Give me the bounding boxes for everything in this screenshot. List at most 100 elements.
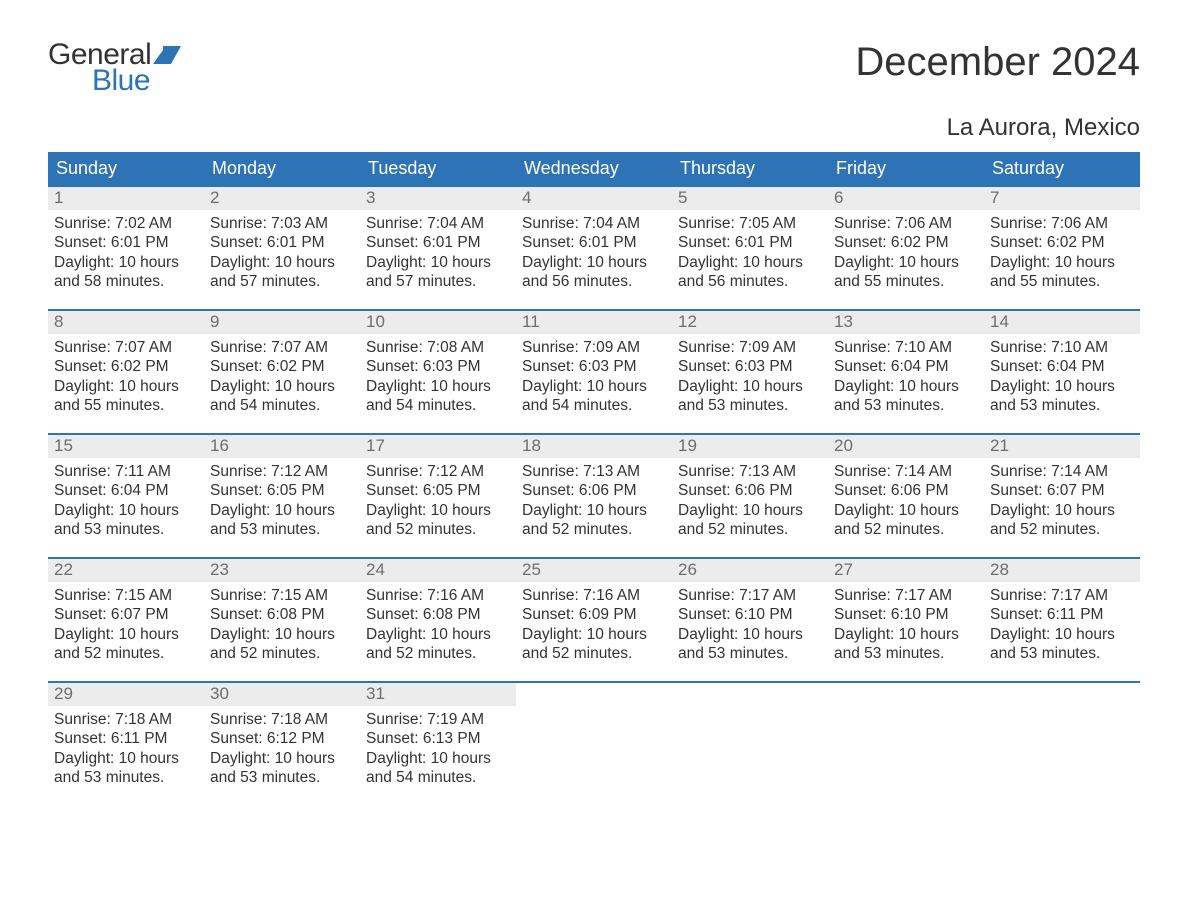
day-cell: 10Sunrise: 7:08 AMSunset: 6:03 PMDayligh…	[360, 311, 516, 433]
sunset-line: Sunset: 6:11 PM	[54, 729, 198, 748]
day-info: Sunrise: 7:14 AMSunset: 6:07 PMDaylight:…	[984, 458, 1140, 546]
day-cell: 24Sunrise: 7:16 AMSunset: 6:08 PMDayligh…	[360, 559, 516, 681]
sunset-line: Sunset: 6:01 PM	[366, 233, 510, 252]
day-number: 18	[516, 435, 672, 458]
day-cell: 14Sunrise: 7:10 AMSunset: 6:04 PMDayligh…	[984, 311, 1140, 433]
day-number: 11	[516, 311, 672, 334]
day-number: 1	[48, 187, 204, 210]
calendar: SundayMondayTuesdayWednesdayThursdayFrid…	[48, 152, 1140, 805]
day-number: 16	[204, 435, 360, 458]
day-cell: 20Sunrise: 7:14 AMSunset: 6:06 PMDayligh…	[828, 435, 984, 557]
daylight-line: Daylight: 10 hours and 55 minutes.	[834, 253, 978, 292]
logo-word2: Blue	[92, 66, 183, 96]
day-number: 8	[48, 311, 204, 334]
day-info: Sunrise: 7:13 AMSunset: 6:06 PMDaylight:…	[516, 458, 672, 546]
day-number: 7	[984, 187, 1140, 210]
day-cell: 29Sunrise: 7:18 AMSunset: 6:11 PMDayligh…	[48, 683, 204, 805]
day-info: Sunrise: 7:15 AMSunset: 6:08 PMDaylight:…	[204, 582, 360, 670]
day-number: 2	[204, 187, 360, 210]
sunset-line: Sunset: 6:02 PM	[990, 233, 1134, 252]
week-row: 15Sunrise: 7:11 AMSunset: 6:04 PMDayligh…	[48, 433, 1140, 557]
sunset-line: Sunset: 6:10 PM	[678, 605, 822, 624]
daylight-line: Daylight: 10 hours and 52 minutes.	[366, 625, 510, 664]
sunrise-line: Sunrise: 7:14 AM	[834, 462, 978, 481]
day-info: Sunrise: 7:19 AMSunset: 6:13 PMDaylight:…	[360, 706, 516, 794]
day-info: Sunrise: 7:03 AMSunset: 6:01 PMDaylight:…	[204, 210, 360, 298]
day-info: Sunrise: 7:18 AMSunset: 6:11 PMDaylight:…	[48, 706, 204, 794]
sunrise-line: Sunrise: 7:15 AM	[210, 586, 354, 605]
sunrise-line: Sunrise: 7:16 AM	[366, 586, 510, 605]
day-cell: 9Sunrise: 7:07 AMSunset: 6:02 PMDaylight…	[204, 311, 360, 433]
weekday-saturday: Saturday	[984, 152, 1140, 185]
weekday-wednesday: Wednesday	[516, 152, 672, 185]
day-info: Sunrise: 7:12 AMSunset: 6:05 PMDaylight:…	[204, 458, 360, 546]
daylight-line: Daylight: 10 hours and 52 minutes.	[990, 501, 1134, 540]
sunset-line: Sunset: 6:08 PM	[210, 605, 354, 624]
day-cell: 25Sunrise: 7:16 AMSunset: 6:09 PMDayligh…	[516, 559, 672, 681]
day-cell: 16Sunrise: 7:12 AMSunset: 6:05 PMDayligh…	[204, 435, 360, 557]
sunset-line: Sunset: 6:02 PM	[210, 357, 354, 376]
sunset-line: Sunset: 6:06 PM	[678, 481, 822, 500]
day-cell: 12Sunrise: 7:09 AMSunset: 6:03 PMDayligh…	[672, 311, 828, 433]
sunset-line: Sunset: 6:02 PM	[834, 233, 978, 252]
day-info: Sunrise: 7:16 AMSunset: 6:08 PMDaylight:…	[360, 582, 516, 670]
sunrise-line: Sunrise: 7:09 AM	[678, 338, 822, 357]
day-info: Sunrise: 7:04 AMSunset: 6:01 PMDaylight:…	[360, 210, 516, 298]
day-info: Sunrise: 7:06 AMSunset: 6:02 PMDaylight:…	[984, 210, 1140, 298]
sunrise-line: Sunrise: 7:19 AM	[366, 710, 510, 729]
day-cell: 7Sunrise: 7:06 AMSunset: 6:02 PMDaylight…	[984, 187, 1140, 309]
header: General Blue December 2024	[48, 40, 1140, 96]
daylight-line: Daylight: 10 hours and 52 minutes.	[522, 501, 666, 540]
day-number: 26	[672, 559, 828, 582]
daylight-line: Daylight: 10 hours and 53 minutes.	[834, 625, 978, 664]
day-info: Sunrise: 7:05 AMSunset: 6:01 PMDaylight:…	[672, 210, 828, 298]
sunrise-line: Sunrise: 7:12 AM	[366, 462, 510, 481]
day-number: 3	[360, 187, 516, 210]
day-number: 9	[204, 311, 360, 334]
sunrise-line: Sunrise: 7:07 AM	[210, 338, 354, 357]
day-cell: 18Sunrise: 7:13 AMSunset: 6:06 PMDayligh…	[516, 435, 672, 557]
weekday-sunday: Sunday	[48, 152, 204, 185]
day-info: Sunrise: 7:16 AMSunset: 6:09 PMDaylight:…	[516, 582, 672, 670]
day-cell: 17Sunrise: 7:12 AMSunset: 6:05 PMDayligh…	[360, 435, 516, 557]
day-number: 4	[516, 187, 672, 210]
day-cell: ..	[672, 683, 828, 805]
day-info: Sunrise: 7:15 AMSunset: 6:07 PMDaylight:…	[48, 582, 204, 670]
daylight-line: Daylight: 10 hours and 53 minutes.	[54, 501, 198, 540]
daylight-line: Daylight: 10 hours and 53 minutes.	[678, 625, 822, 664]
day-info: Sunrise: 7:07 AMSunset: 6:02 PMDaylight:…	[204, 334, 360, 422]
day-cell: 31Sunrise: 7:19 AMSunset: 6:13 PMDayligh…	[360, 683, 516, 805]
sunrise-line: Sunrise: 7:16 AM	[522, 586, 666, 605]
sunset-line: Sunset: 6:06 PM	[522, 481, 666, 500]
day-number: 19	[672, 435, 828, 458]
daylight-line: Daylight: 10 hours and 53 minutes.	[210, 749, 354, 788]
day-info: Sunrise: 7:14 AMSunset: 6:06 PMDaylight:…	[828, 458, 984, 546]
week-row: 22Sunrise: 7:15 AMSunset: 6:07 PMDayligh…	[48, 557, 1140, 681]
day-info: Sunrise: 7:04 AMSunset: 6:01 PMDaylight:…	[516, 210, 672, 298]
day-info: Sunrise: 7:17 AMSunset: 6:10 PMDaylight:…	[828, 582, 984, 670]
day-info: Sunrise: 7:17 AMSunset: 6:11 PMDaylight:…	[984, 582, 1140, 670]
day-number: 17	[360, 435, 516, 458]
day-number: 21	[984, 435, 1140, 458]
day-info: Sunrise: 7:06 AMSunset: 6:02 PMDaylight:…	[828, 210, 984, 298]
sunrise-line: Sunrise: 7:18 AM	[54, 710, 198, 729]
day-info: Sunrise: 7:02 AMSunset: 6:01 PMDaylight:…	[48, 210, 204, 298]
day-number: 6	[828, 187, 984, 210]
sunset-line: Sunset: 6:13 PM	[366, 729, 510, 748]
daylight-line: Daylight: 10 hours and 54 minutes.	[522, 377, 666, 416]
sunset-line: Sunset: 6:02 PM	[54, 357, 198, 376]
day-cell: 13Sunrise: 7:10 AMSunset: 6:04 PMDayligh…	[828, 311, 984, 433]
day-cell: 26Sunrise: 7:17 AMSunset: 6:10 PMDayligh…	[672, 559, 828, 681]
week-row: 29Sunrise: 7:18 AMSunset: 6:11 PMDayligh…	[48, 681, 1140, 805]
sunset-line: Sunset: 6:03 PM	[522, 357, 666, 376]
sunrise-line: Sunrise: 7:13 AM	[522, 462, 666, 481]
day-cell: 30Sunrise: 7:18 AMSunset: 6:12 PMDayligh…	[204, 683, 360, 805]
day-info: Sunrise: 7:08 AMSunset: 6:03 PMDaylight:…	[360, 334, 516, 422]
day-cell: ..	[828, 683, 984, 805]
day-info: Sunrise: 7:18 AMSunset: 6:12 PMDaylight:…	[204, 706, 360, 794]
daylight-line: Daylight: 10 hours and 53 minutes.	[990, 377, 1134, 416]
day-number: 5	[672, 187, 828, 210]
sunset-line: Sunset: 6:04 PM	[990, 357, 1134, 376]
location: La Aurora, Mexico	[48, 114, 1140, 142]
daylight-line: Daylight: 10 hours and 52 minutes.	[522, 625, 666, 664]
